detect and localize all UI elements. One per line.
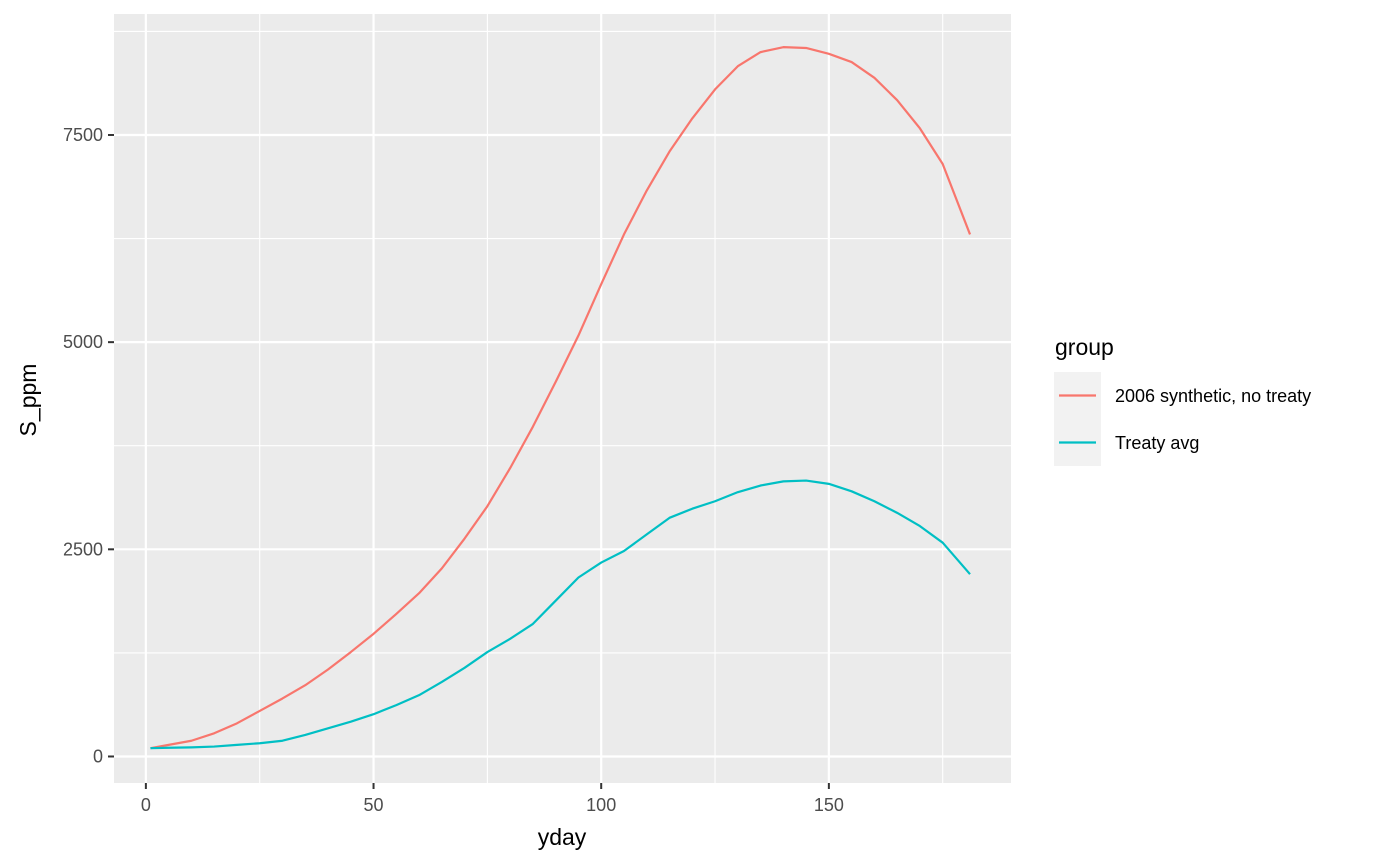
y-tick-label: 5000 [63,332,103,352]
series-line-0 [150,46,972,750]
legend-label-treaty-avg: Treaty avg [1115,433,1199,453]
y-axis-ticks: 0 2500 5000 7500 [63,125,114,766]
legend: group 2006 synthetic, no treaty Treaty a… [1054,334,1311,466]
x-tick-label: 0 [141,795,151,815]
series-layer [150,46,972,750]
grid-minor [114,14,1011,783]
x-axis-title: yday [538,824,587,850]
x-axis-ticks: 0 50 100 150 [141,783,844,815]
y-tick-label: 0 [93,746,103,766]
x-tick-label: 100 [586,795,616,815]
x-tick-label: 150 [814,795,844,815]
grid-major [114,14,1011,783]
series-line-1 [150,479,971,750]
y-tick-label: 2500 [63,539,103,559]
legend-label-2006-synthetic: 2006 synthetic, no treaty [1115,386,1311,406]
y-axis-title: S_ppm [15,364,41,437]
y-tick-label: 7500 [63,125,103,145]
legend-title: group [1055,334,1114,360]
x-tick-label: 50 [364,795,384,815]
plot-panel [114,14,1011,783]
